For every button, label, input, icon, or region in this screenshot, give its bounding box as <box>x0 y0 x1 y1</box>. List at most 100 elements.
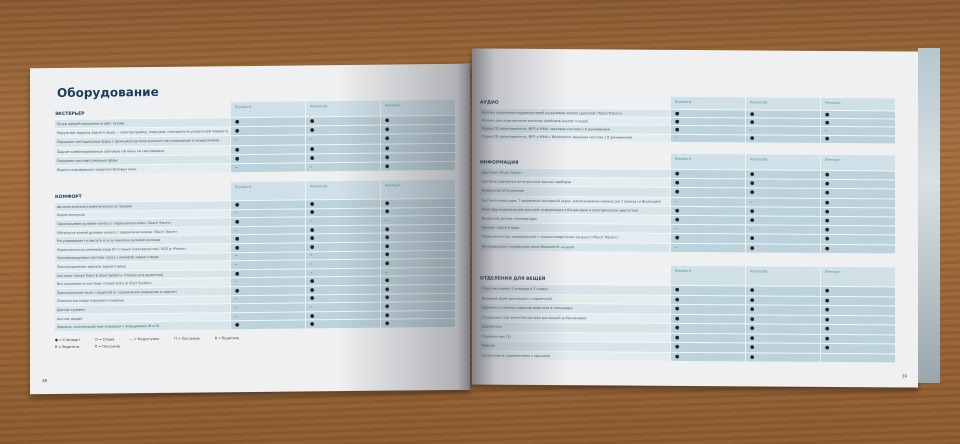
availability-mark: – <box>231 135 305 145</box>
availability-mark: ● <box>746 234 820 244</box>
availability-mark: ● <box>306 319 380 329</box>
row-label: Радио/CD-проигрыватель, MP3 и WMA с Blue… <box>480 133 670 142</box>
column-header: Advanced <box>746 154 820 170</box>
availability-mark: ● <box>381 276 455 285</box>
table-body: Кнопки управления аудиосистемой на рулев… <box>480 107 895 144</box>
availability-mark: ● <box>746 352 820 362</box>
row-label: Карманы в спинках сидений водителя и пас… <box>480 303 670 314</box>
availability-mark: ● <box>821 170 895 180</box>
availability-mark: – <box>671 134 745 143</box>
row-label: Переключатели, совмещенные с громкоговор… <box>480 232 670 243</box>
row-label: Система подсветки оптитронной панели при… <box>480 177 670 188</box>
section-title: ИНФОРМАЦИЯ <box>480 160 519 166</box>
table-body: Дисплей «Touch Tracer» ● ● ● Система подсвет… <box>480 167 895 254</box>
availability-mark: ● <box>746 216 820 225</box>
availability-mark: ● <box>306 285 380 294</box>
availability-mark: – <box>231 209 305 218</box>
row-label: Выносной датчик температуры <box>480 214 670 224</box>
row-label: Беспроводная телефонная связь Bluetooth®… <box>480 241 670 252</box>
section-title: ЭКСТЕРЬЕР <box>55 111 85 118</box>
row-label: Вещевой ящик для вещей с подсветкой <box>480 293 670 304</box>
availability-mark: ● <box>746 170 820 180</box>
legend-item: П = Пассажир <box>174 336 200 341</box>
availability-mark: ● <box>381 284 455 294</box>
availability-mark: ● <box>381 310 455 319</box>
availability-mark: ● <box>381 115 455 125</box>
availability-mark: ● <box>821 324 895 334</box>
availability-mark: ● <box>746 343 820 353</box>
column-header: Premium <box>381 99 455 116</box>
row-label: Дисплей «Touch Tracer» <box>480 168 670 179</box>
availability-mark: ● <box>746 314 820 324</box>
column-header: Premium <box>821 266 895 287</box>
availability-mark: – <box>306 135 380 144</box>
row-label: Отделение под полом багажника для вещей … <box>480 312 670 323</box>
row-label: Система навигации, 7-дюймовый сенсорный … <box>480 196 670 206</box>
availability-mark: ● <box>231 234 305 244</box>
availability-mark: – <box>306 216 380 226</box>
availability-mark: – <box>231 251 305 261</box>
availability-mark: ● <box>821 296 895 306</box>
availability-mark: ● <box>231 117 305 127</box>
availability-mark: ● <box>671 342 745 352</box>
column-header: Standard <box>671 96 745 110</box>
availability-mark: – <box>231 277 305 287</box>
availability-mark: ● <box>821 315 895 325</box>
availability-mark: ● <box>821 180 895 189</box>
legend-item: О = Опция <box>95 337 115 342</box>
availability-mark: ● <box>671 304 745 314</box>
availability-mark: ● <box>821 216 895 226</box>
table-body: Подстаканники (2 спереди и 2 сзади) ● ● ● Ве… <box>480 283 895 363</box>
column-header: Advanced <box>746 266 820 286</box>
column-header: Standard <box>671 265 745 286</box>
audio-table: АУДИО Standard Advanced Premium Кнопки управ… <box>480 95 895 144</box>
availability-mark: – <box>306 259 380 269</box>
availability-mark: ● <box>671 314 745 324</box>
availability-mark: ● <box>821 135 895 144</box>
left-page: Оборудование ЭКСТЕРЬЕР Standard Advanced Pr… <box>30 63 470 395</box>
row-label: Подстаканники (2 спереди и 2 сзади) <box>480 284 670 295</box>
row-label: Держатель <box>480 322 670 333</box>
availability-mark: ● <box>671 352 745 362</box>
comfort-table: КОМФОРТ Standard Advanced Premium Автоматиче… <box>55 179 455 331</box>
availability-mark: ● <box>306 199 380 209</box>
availability-mark: ● <box>671 118 745 126</box>
availability-mark: ● <box>306 276 380 286</box>
availability-mark: ● <box>306 153 380 163</box>
availability-mark: ● <box>381 143 455 153</box>
column-header: Standard <box>231 181 305 201</box>
availability-mark: – <box>671 224 745 234</box>
availability-mark: ● <box>821 244 895 254</box>
availability-mark: ● <box>381 198 455 208</box>
legend-item: — = Недоступно <box>129 336 160 342</box>
row-label: Водоотталкивающее покрытие боковых окон <box>55 164 230 175</box>
row-label: Крючки <box>480 341 670 352</box>
availability-mark: ● <box>381 224 455 234</box>
column-header: Advanced <box>746 97 820 110</box>
availability-mark: – <box>231 303 305 312</box>
availability-mark: – <box>746 197 820 207</box>
availability-mark: – <box>306 251 380 260</box>
availability-mark: ● <box>746 179 820 189</box>
availability-mark: ● <box>746 118 820 127</box>
availability-mark: ● <box>231 154 305 164</box>
page-number: 39 <box>902 373 908 379</box>
column-header: Standard <box>231 101 305 118</box>
availability-mark: ● <box>381 250 455 259</box>
availability-mark: ● <box>231 320 305 330</box>
column-header: Standard <box>671 153 745 170</box>
availability-mark: – <box>231 226 305 235</box>
availability-mark: ● <box>671 215 745 225</box>
row-label: Многофункциональный дисплей: информация … <box>480 205 670 215</box>
availability-mark: ● <box>306 144 380 154</box>
legend-item: В = Водитель <box>55 344 80 350</box>
availability-mark: ● <box>821 286 895 296</box>
section-title: АУДИО <box>480 100 499 106</box>
availability-mark: – <box>671 197 745 207</box>
availability-mark: ● <box>821 305 895 315</box>
section-title: ОТДЕЛЕНИЯ ДЛЯ ВЕЩЕЙ <box>480 276 546 282</box>
availability-mark: ● <box>306 225 380 234</box>
availability-mark: ● <box>746 286 820 296</box>
availability-mark: ● <box>306 294 380 303</box>
row-label: Зеркала, солнцезащитные козырьки с освещ… <box>55 321 230 331</box>
